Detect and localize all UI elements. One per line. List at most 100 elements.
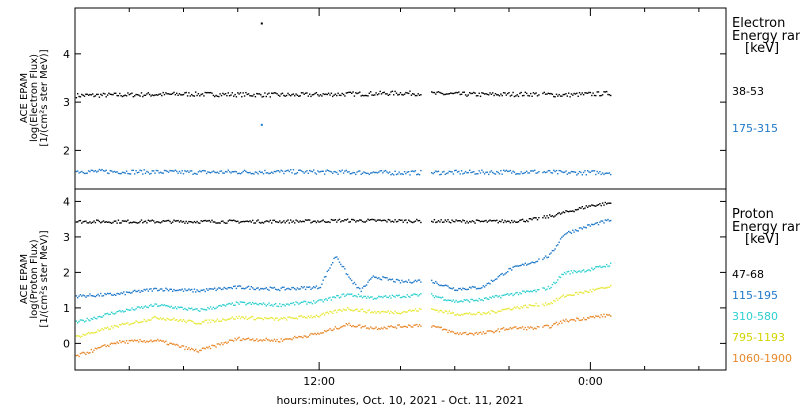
series-point	[196, 94, 198, 97]
series-point	[112, 221, 114, 224]
series-point	[266, 288, 269, 291]
series-point	[397, 324, 399, 326]
series-point	[387, 310, 389, 312]
series-point	[507, 328, 509, 331]
series-point	[277, 305, 280, 308]
series-point	[360, 295, 362, 297]
series-point	[134, 339, 136, 341]
series-point	[277, 341, 280, 343]
series-point	[409, 296, 411, 298]
series-point	[394, 170, 396, 172]
series-point	[418, 324, 421, 326]
series-point	[408, 171, 410, 173]
series-point	[443, 328, 445, 330]
series-point	[569, 273, 571, 275]
series-point	[501, 94, 503, 97]
series-point	[521, 307, 524, 309]
series-point	[330, 264, 333, 266]
series-point	[307, 336, 309, 338]
series-point	[273, 303, 276, 306]
series-point	[203, 347, 205, 349]
series-point	[440, 284, 442, 286]
series-point	[483, 297, 486, 299]
series-point	[113, 342, 116, 344]
series-point	[608, 172, 611, 174]
series-point	[216, 222, 219, 224]
series-point	[329, 310, 331, 313]
series-point	[285, 338, 288, 340]
series-point	[102, 92, 105, 95]
series-point	[120, 172, 122, 175]
series-point	[235, 287, 238, 290]
series-point	[257, 304, 259, 306]
series-point	[445, 329, 448, 331]
series-point	[496, 219, 498, 221]
series-point	[479, 95, 482, 97]
series-point	[570, 170, 573, 173]
series-point	[209, 91, 212, 94]
series-point	[418, 219, 421, 222]
series-point	[470, 332, 472, 335]
series-point	[408, 219, 410, 221]
series-point	[77, 221, 79, 223]
series-point	[587, 291, 589, 293]
series-point	[364, 325, 366, 327]
series-point	[296, 172, 299, 174]
series-point	[250, 339, 252, 341]
series-point	[582, 292, 585, 294]
series-point	[599, 171, 601, 173]
series-point	[261, 221, 263, 224]
series-point	[536, 95, 539, 97]
series-point	[134, 309, 136, 311]
series-point	[228, 95, 231, 97]
x-axis-label: hours:minutes, Oct. 10, 2021 - Oct. 11, …	[276, 394, 523, 407]
series-point	[272, 287, 274, 289]
series-point	[361, 308, 364, 310]
series-point	[371, 276, 373, 279]
series-point	[173, 307, 175, 309]
series-point	[243, 288, 246, 290]
series-point	[315, 333, 318, 336]
series-point	[139, 95, 141, 97]
series-point	[608, 286, 611, 289]
series-point	[223, 342, 225, 344]
series-point	[454, 301, 456, 303]
series-point	[143, 169, 145, 171]
series-point	[197, 309, 200, 312]
series-point	[504, 170, 506, 172]
series-point	[93, 332, 95, 334]
series-point	[591, 267, 593, 269]
series-point	[512, 91, 514, 94]
series-point	[116, 171, 118, 173]
series-point	[102, 329, 105, 331]
series-point	[403, 93, 406, 95]
series-point	[408, 295, 410, 298]
series-point	[180, 94, 182, 96]
series-point	[260, 339, 262, 341]
series-point	[188, 307, 190, 309]
series-point	[224, 305, 227, 307]
series-point	[406, 281, 408, 283]
series-point	[161, 303, 163, 306]
series-point	[399, 313, 402, 315]
series-point	[315, 221, 318, 224]
series-point	[185, 346, 187, 348]
series-point	[475, 299, 478, 301]
series-point	[512, 266, 514, 268]
series-point	[558, 297, 560, 300]
series-point	[531, 95, 533, 97]
series-point	[173, 91, 175, 94]
series-point	[376, 277, 379, 280]
series-point	[318, 95, 320, 97]
series-point	[177, 219, 179, 222]
series-point	[577, 172, 579, 175]
series-point	[437, 91, 440, 93]
series-point	[146, 340, 148, 342]
series-point	[195, 322, 197, 325]
series-point	[447, 331, 449, 334]
series-point	[508, 268, 510, 270]
series-point	[100, 169, 102, 172]
series-point	[546, 93, 548, 95]
series-point	[226, 288, 228, 290]
series-point	[380, 279, 383, 281]
